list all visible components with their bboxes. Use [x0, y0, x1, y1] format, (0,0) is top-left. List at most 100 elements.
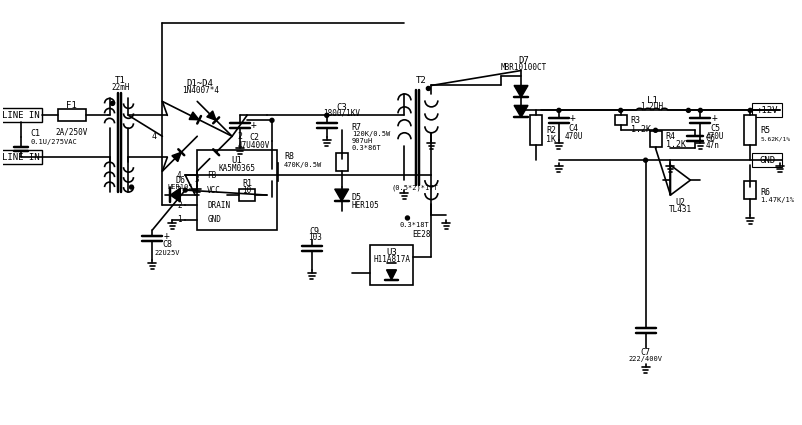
Text: 0.1U/275VAC: 0.1U/275VAC [30, 139, 78, 145]
Text: F1: F1 [67, 101, 77, 110]
Polygon shape [387, 270, 396, 280]
Text: 1N4007*4: 1N4007*4 [182, 86, 219, 95]
Text: R1: R1 [242, 178, 252, 187]
Text: +: + [251, 120, 257, 130]
Bar [266, 163, 278, 181]
Text: 1: 1 [177, 215, 181, 224]
Text: T1: T1 [115, 76, 126, 85]
Text: R7: R7 [351, 123, 362, 132]
Text: T2: T2 [416, 76, 427, 85]
Text: R5: R5 [760, 126, 770, 135]
Bar [744, 181, 756, 199]
Circle shape [111, 102, 115, 105]
Polygon shape [514, 85, 528, 97]
Polygon shape [207, 111, 217, 120]
Text: 22U25V: 22U25V [155, 250, 180, 256]
Circle shape [325, 113, 329, 117]
Text: U1: U1 [232, 156, 242, 165]
Circle shape [643, 158, 647, 162]
Text: 1.47K/1%: 1.47K/1% [760, 197, 794, 203]
Text: 2: 2 [237, 132, 242, 141]
Text: 2A/250V: 2A/250V [55, 128, 88, 137]
Text: U2: U2 [675, 198, 686, 207]
Polygon shape [170, 188, 180, 202]
Bar [614, 115, 626, 125]
Text: FB: FB [207, 171, 217, 180]
Text: R4: R4 [666, 132, 675, 141]
Text: 470U: 470U [706, 132, 724, 141]
Text: 47n: 47n [705, 141, 719, 150]
Text: C7: C7 [641, 348, 650, 357]
Text: 120K/0.5W: 120K/0.5W [351, 131, 390, 137]
Text: GND: GND [207, 215, 221, 224]
Text: +: + [164, 231, 169, 241]
Polygon shape [172, 152, 181, 162]
Text: 103: 103 [308, 233, 322, 242]
Text: C8: C8 [162, 241, 172, 249]
Bar [650, 131, 662, 147]
Text: 3: 3 [195, 175, 200, 184]
Bar [0, 108, 42, 122]
Polygon shape [207, 152, 217, 162]
Text: EE28: EE28 [412, 230, 431, 239]
Text: 1800/1KV: 1800/1KV [323, 109, 360, 118]
Circle shape [557, 108, 561, 112]
Text: 1.2K: 1.2K [666, 140, 686, 149]
Text: D1~D4: D1~D4 [187, 79, 213, 88]
Text: LINE IN: LINE IN [2, 153, 39, 162]
Text: 10: 10 [242, 186, 252, 195]
Text: 0.3*18T: 0.3*18T [399, 222, 429, 228]
Bar [239, 189, 255, 201]
Circle shape [270, 118, 274, 122]
Text: 4: 4 [152, 132, 157, 141]
Circle shape [748, 108, 752, 112]
Text: +: + [711, 113, 717, 123]
Text: U3: U3 [386, 248, 397, 258]
Text: +: + [570, 113, 576, 123]
Circle shape [699, 108, 703, 112]
Text: DRAIN: DRAIN [207, 201, 230, 210]
Text: C5: C5 [711, 124, 720, 133]
Text: R3: R3 [630, 116, 641, 125]
Text: TL431: TL431 [669, 204, 692, 213]
Bar [58, 109, 86, 121]
Text: C3: C3 [336, 103, 347, 112]
Text: MBR10100CT: MBR10100CT [501, 63, 547, 72]
Text: 3: 3 [177, 186, 181, 195]
Text: C9: C9 [310, 227, 320, 236]
Bar [752, 103, 782, 117]
Text: 1K: 1K [546, 135, 556, 144]
Text: 22mH: 22mH [111, 83, 130, 92]
Bar [752, 153, 782, 167]
Bar [370, 245, 414, 285]
Circle shape [427, 86, 431, 91]
Text: 2: 2 [177, 201, 181, 210]
Text: R2: R2 [546, 126, 556, 135]
Text: 222/400V: 222/400V [629, 357, 662, 363]
Text: C2: C2 [249, 133, 259, 142]
Text: H11A817A: H11A817A [373, 255, 410, 264]
Text: LINE IN: LINE IN [2, 111, 39, 120]
Text: D6: D6 [176, 176, 185, 184]
Circle shape [406, 216, 410, 220]
Polygon shape [514, 105, 528, 117]
Text: 1.2K: 1.2K [630, 125, 650, 134]
Bar [197, 150, 277, 230]
Text: +12V: +12V [756, 106, 778, 115]
Text: D5: D5 [351, 193, 362, 201]
Circle shape [618, 108, 622, 112]
Circle shape [654, 128, 658, 132]
Bar [744, 115, 756, 145]
Text: HER105: HER105 [351, 201, 379, 210]
Text: HER105: HER105 [168, 184, 193, 190]
Text: GND: GND [759, 156, 776, 165]
Text: R8: R8 [284, 152, 294, 161]
Text: KA5M0365: KA5M0365 [219, 164, 256, 173]
Text: (0.5*2)*17T: (0.5*2)*17T [391, 185, 438, 191]
Text: 1.2UH: 1.2UH [641, 102, 663, 111]
Text: 4: 4 [177, 171, 181, 180]
Text: D7: D7 [519, 56, 529, 65]
Circle shape [687, 108, 691, 112]
Text: C1: C1 [30, 129, 41, 138]
Text: C6: C6 [705, 134, 715, 143]
